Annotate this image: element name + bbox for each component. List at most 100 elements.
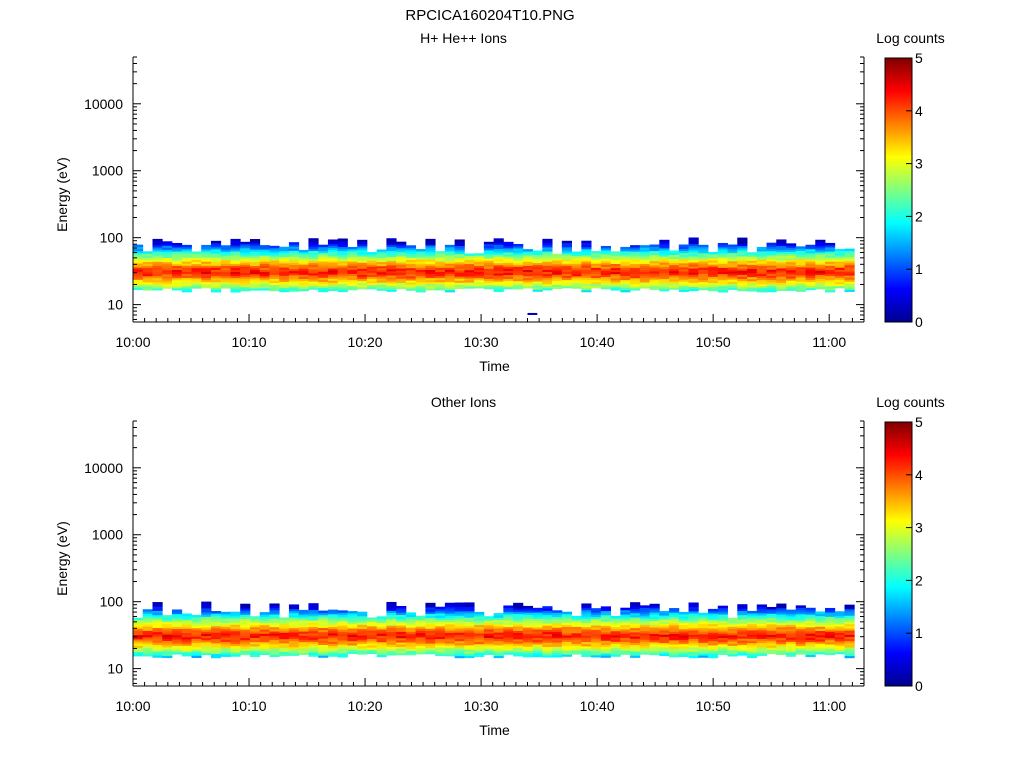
heatmap-cell bbox=[805, 271, 816, 274]
heatmap-cell bbox=[386, 612, 397, 616]
heatmap-cell bbox=[162, 629, 173, 633]
colorbar-tick-label: 4 bbox=[915, 467, 923, 483]
heatmap-cell bbox=[308, 244, 319, 247]
heatmap-cell bbox=[620, 263, 631, 266]
panel-1: 10:00 10:10 10:20 10:30 10:40 10:50 11:0010100… bbox=[54, 30, 945, 374]
heatmap-cell bbox=[279, 281, 290, 284]
heatmap-cell bbox=[327, 615, 339, 619]
heatmap-cell bbox=[766, 242, 777, 246]
heatmap-cell bbox=[503, 243, 514, 247]
heatmap-cell bbox=[698, 655, 709, 658]
heatmap-cell bbox=[435, 623, 446, 627]
heatmap-cell bbox=[454, 645, 465, 648]
heatmap-cell bbox=[815, 641, 826, 644]
heatmap-cell bbox=[171, 281, 183, 285]
heatmap-cell bbox=[776, 614, 787, 617]
heatmap-cell bbox=[435, 617, 446, 620]
heatmap-cell bbox=[649, 625, 660, 628]
heatmap-cell bbox=[591, 279, 602, 283]
heatmap-cell bbox=[376, 633, 387, 636]
heatmap-cell bbox=[834, 281, 845, 285]
heatmap-cell bbox=[678, 645, 689, 649]
heatmap-cell bbox=[591, 269, 602, 272]
heatmap-cell bbox=[259, 251, 270, 254]
heatmap-cell bbox=[756, 625, 767, 629]
heatmap-cell bbox=[600, 634, 611, 637]
heatmap-cell bbox=[191, 261, 202, 265]
heatmap-cell bbox=[327, 613, 339, 617]
heatmap-cell bbox=[766, 285, 777, 289]
heatmap-cell bbox=[737, 631, 748, 635]
heatmap-cell bbox=[435, 271, 446, 275]
heatmap-cell bbox=[766, 248, 777, 252]
heatmap-cell bbox=[142, 651, 153, 655]
heatmap-cell bbox=[639, 635, 650, 638]
heatmap-cell bbox=[591, 642, 602, 645]
heatmap-cell bbox=[825, 265, 836, 268]
heatmap-cell bbox=[405, 257, 417, 261]
heatmap-cell bbox=[181, 632, 192, 636]
heatmap-cell bbox=[279, 634, 290, 638]
heatmap-cell bbox=[425, 245, 436, 248]
heatmap-cell bbox=[142, 288, 153, 291]
heatmap-cell bbox=[318, 252, 329, 256]
heatmap-cell bbox=[649, 605, 660, 609]
heatmap-cell bbox=[435, 283, 446, 287]
heatmap-cell bbox=[308, 252, 319, 255]
heatmap-cell bbox=[240, 650, 251, 654]
heatmap-cell bbox=[844, 287, 855, 290]
heatmap-cell bbox=[396, 605, 407, 609]
heatmap-cell bbox=[454, 615, 465, 618]
heatmap-cell bbox=[678, 622, 689, 626]
heatmap-cell bbox=[591, 623, 602, 626]
heatmap-cell bbox=[708, 258, 719, 261]
heatmap-cell bbox=[201, 249, 212, 252]
heatmap-cell bbox=[786, 622, 797, 625]
heatmap-cell bbox=[288, 260, 300, 264]
heatmap-cell bbox=[542, 635, 553, 639]
heatmap-cell bbox=[747, 289, 758, 292]
heatmap-cell bbox=[454, 655, 465, 659]
heatmap-cell bbox=[201, 275, 212, 279]
heatmap-cell bbox=[620, 279, 631, 283]
heatmap-cell bbox=[659, 286, 670, 290]
heatmap-cell bbox=[542, 267, 553, 270]
heatmap-cell bbox=[210, 261, 222, 264]
heatmap-cell bbox=[298, 280, 309, 284]
heatmap-cell bbox=[522, 267, 534, 271]
heatmap-cell bbox=[162, 282, 173, 285]
heatmap-cell bbox=[171, 288, 183, 291]
heatmap-cell bbox=[844, 281, 855, 284]
heatmap-cell bbox=[425, 647, 436, 651]
heatmap-cell bbox=[230, 277, 241, 281]
heatmap-cell bbox=[503, 262, 514, 265]
heatmap-cell bbox=[171, 628, 183, 632]
heatmap-cell bbox=[327, 247, 339, 251]
heatmap-cell bbox=[688, 268, 699, 271]
heatmap-cell bbox=[795, 289, 806, 292]
heatmap-cell bbox=[698, 287, 709, 291]
heatmap-cell bbox=[493, 653, 504, 657]
heatmap-cell bbox=[786, 278, 797, 281]
heatmap-cell bbox=[220, 245, 231, 248]
heatmap-cell bbox=[357, 258, 368, 261]
heatmap-cell bbox=[210, 611, 222, 614]
heatmap-cell bbox=[288, 617, 300, 620]
heatmap-cell bbox=[347, 651, 358, 654]
heatmap-cell bbox=[337, 252, 348, 256]
heatmap-cell bbox=[805, 629, 816, 632]
heatmap-cell bbox=[630, 247, 641, 250]
heatmap-cell bbox=[552, 640, 563, 643]
heatmap-cell bbox=[288, 638, 300, 641]
heatmap-cell bbox=[376, 259, 387, 263]
heatmap-cell bbox=[337, 277, 348, 280]
heatmap-cell bbox=[552, 282, 563, 285]
y-tick-label: 10000 bbox=[84, 460, 123, 476]
heatmap-cell bbox=[259, 614, 270, 617]
heatmap-cell bbox=[298, 616, 309, 619]
heatmap-cell bbox=[503, 639, 514, 643]
heatmap-cell bbox=[464, 263, 475, 267]
heatmap-cell bbox=[669, 625, 680, 628]
heatmap-cell bbox=[483, 268, 495, 271]
heatmap-cell bbox=[210, 253, 222, 256]
